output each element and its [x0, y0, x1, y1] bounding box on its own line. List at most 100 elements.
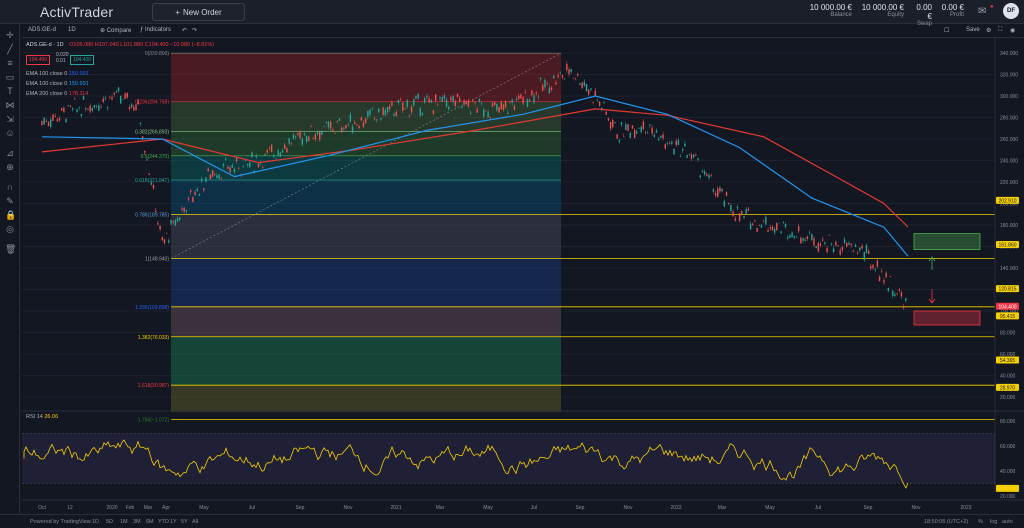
buy-price-box[interactable]: 104.420: [70, 55, 95, 65]
settings-icon[interactable]: ⚙: [986, 28, 992, 34]
candle-body: [767, 230, 769, 232]
candle-body: [432, 110, 435, 114]
range-ytd[interactable]: YTD: [158, 519, 169, 525]
time-axis-label: Nov: [624, 505, 633, 511]
clock-label[interactable]: 18:50:05 (UTC+2): [924, 519, 969, 525]
scale-auto[interactable]: auto: [1002, 519, 1013, 525]
range-6m[interactable]: 6M: [146, 519, 154, 525]
candle-body: [332, 129, 334, 132]
trash-icon[interactable]: 🗑: [5, 244, 17, 254]
new-order-button[interactable]: + New Order: [152, 3, 245, 21]
candle-body: [671, 141, 673, 144]
price-axis-label: 140.000: [1000, 266, 1018, 272]
profit-stat[interactable]: 0.00 € Profit: [941, 3, 964, 18]
horizontal-lines-icon[interactable]: ≡: [7, 58, 13, 68]
trend-line-icon[interactable]: ╱: [7, 44, 13, 54]
candle-body: [196, 188, 198, 191]
range-1y[interactable]: 1Y: [170, 519, 177, 525]
candle-body: [450, 97, 452, 101]
plus-icon: +: [175, 7, 180, 17]
candle-body: [393, 114, 395, 117]
candle-body: [725, 192, 728, 196]
candle-body: [723, 201, 726, 207]
rectangle-icon[interactable]: ▭: [5, 72, 15, 82]
fib-zone: [171, 258, 561, 307]
candle-body: [404, 107, 406, 109]
pattern-icon[interactable]: ⋈: [5, 100, 15, 110]
camera-icon[interactable]: ◉: [1010, 28, 1016, 34]
candle-body: [511, 99, 513, 103]
ruler-icon[interactable]: ⇲: [6, 114, 14, 124]
scale-percent[interactable]: %: [978, 519, 983, 525]
candle-body: [553, 75, 555, 79]
candle-body: [642, 121, 645, 129]
time-axis-label: Sep: [296, 505, 305, 511]
candle-body: [227, 166, 229, 169]
avatar[interactable]: DF: [1003, 3, 1019, 19]
indicators-button[interactable]: ƒ Indicators: [140, 27, 172, 33]
candle-body: [301, 138, 303, 145]
rsi-legend[interactable]: RSI 14 26.06: [26, 414, 59, 420]
candle-body: [52, 114, 54, 121]
indicator-ema-1[interactable]: EMA 100 close 0 150.991: [26, 71, 89, 77]
time-axis-label: Nov: [912, 505, 921, 511]
range-1m[interactable]: 1M: [120, 519, 128, 525]
save-button[interactable]: Save: [966, 27, 980, 33]
candle-body: [885, 272, 887, 278]
range-5y[interactable]: 5Y: [181, 519, 188, 525]
interval-selector[interactable]: 1D: [68, 27, 76, 33]
candle-body: [668, 143, 671, 144]
magnet-icon[interactable]: ∩: [6, 182, 14, 192]
measure-icon[interactable]: ⊿: [6, 148, 14, 158]
emoji-icon[interactable]: ☺: [5, 128, 15, 138]
candle-body: [605, 111, 607, 115]
redo-icon[interactable]: ↷: [192, 28, 198, 34]
indicator-ema-2[interactable]: EMA 100 close 0 150.991: [26, 81, 89, 87]
layout-icon[interactable]: ☐: [944, 28, 950, 34]
powered-by-label[interactable]: Powered by TradingView: [30, 519, 91, 525]
candle-body: [284, 144, 286, 149]
eye-icon[interactable]: ◎: [6, 224, 14, 234]
pencil-lock-icon[interactable]: ✎: [6, 196, 14, 206]
crosshair-icon[interactable]: ✛: [6, 30, 14, 40]
undo-icon[interactable]: ↶: [182, 28, 188, 34]
equity-stat: 10 000.00 € Equity: [861, 3, 904, 18]
fib-level-label: 0.5(244.370): [141, 154, 170, 160]
scale-log[interactable]: log: [990, 519, 998, 525]
compare-button[interactable]: ⊕ Compare: [100, 28, 132, 34]
candle-body: [861, 245, 863, 249]
range-5d[interactable]: 5D: [106, 519, 114, 525]
range-all[interactable]: All: [192, 519, 199, 525]
candle-body: [889, 276, 892, 277]
candle-body: [500, 102, 502, 110]
symbol-search[interactable]: ADS.GE-d: [28, 27, 57, 33]
lock-icon[interactable]: 🔒: [5, 210, 17, 220]
candle-body: [894, 294, 896, 297]
time-axis-label: Jul: [815, 505, 821, 511]
candle-body: [524, 92, 526, 93]
range-3m[interactable]: 3M: [133, 519, 141, 525]
text-icon[interactable]: T: [7, 86, 13, 96]
range-1d[interactable]: 1D: [92, 519, 100, 525]
candle-body: [815, 246, 817, 249]
price-axis-label: 180.000: [1000, 223, 1018, 229]
candle-body: [200, 178, 203, 182]
candle-body: [316, 131, 319, 135]
candle-body: [214, 173, 216, 175]
candle-body: [264, 154, 266, 156]
candle-body: [139, 122, 142, 124]
price-tag-label: 161.860: [998, 243, 1016, 249]
zoom-icon[interactable]: ⊕: [6, 162, 14, 172]
fullscreen-icon[interactable]: ⛶: [998, 27, 1003, 33]
indicator-ema-3[interactable]: EMA 200 close 0 178.114: [26, 91, 89, 97]
mail-icon[interactable]: ✉: [978, 6, 987, 17]
candle-body: [63, 107, 65, 113]
sell-price-box[interactable]: 104.400: [26, 55, 51, 65]
candle-body: [95, 106, 98, 107]
candle-body: [356, 124, 358, 125]
fib-level-label: 1.382(76.033): [138, 335, 169, 341]
candle-body: [714, 193, 717, 196]
candle-body: [682, 149, 684, 151]
candle-body: [126, 93, 128, 98]
